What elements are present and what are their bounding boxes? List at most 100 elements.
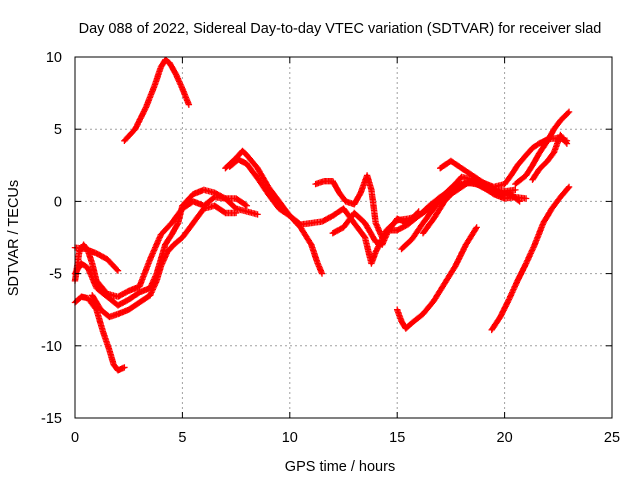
data-point-marks — [84, 294, 99, 312]
data-point-marks — [131, 105, 149, 133]
data-point-marks — [254, 175, 271, 197]
data-point-marks — [80, 241, 91, 253]
data-point-marks — [235, 156, 249, 167]
data-point-marks — [211, 202, 228, 216]
data-point-marks — [99, 328, 113, 352]
data-point — [512, 186, 519, 194]
x-tick-label: 25 — [604, 430, 620, 446]
data-point-marks — [497, 297, 512, 321]
data-point-marks — [243, 160, 260, 181]
data-point — [522, 195, 530, 202]
data-point-marks — [548, 195, 563, 212]
data-point-marks — [415, 203, 432, 219]
data-point-marks — [557, 131, 570, 146]
data-point — [232, 209, 240, 217]
data-point-marks — [529, 141, 541, 152]
data-point-marks — [106, 346, 117, 367]
data-point-marks — [179, 85, 192, 107]
series-arc-1 — [121, 56, 193, 144]
data-point-marks — [452, 242, 469, 270]
data-point-marks — [142, 84, 158, 111]
data-point-marks — [385, 216, 400, 234]
x-axis-label: GPS time / hours — [285, 459, 395, 475]
data-point-marks — [114, 297, 131, 309]
data-point-marks — [419, 216, 436, 237]
data-point-marks — [147, 232, 164, 263]
data-point-marks — [104, 256, 121, 273]
x-tick-label: 10 — [282, 430, 298, 446]
data-point — [185, 101, 193, 108]
data-point-marks — [125, 290, 142, 303]
series-arc-10 — [329, 208, 422, 248]
data-point-marks — [179, 192, 196, 209]
data-point-marks — [522, 243, 538, 267]
x-tick-label: 15 — [389, 430, 405, 446]
data-point-marks — [157, 221, 174, 238]
data-point — [565, 183, 573, 191]
data-point-marks — [93, 250, 110, 262]
data-point-marks — [441, 187, 458, 205]
y-tick-label: 10 — [46, 50, 62, 66]
data-point-marks — [544, 150, 557, 165]
data-point-marks — [458, 165, 475, 178]
data-point — [121, 364, 128, 371]
data-point-marks — [544, 127, 557, 144]
data-point-marks — [172, 71, 185, 91]
data-point-marks — [522, 163, 535, 179]
data-point-marks — [535, 158, 550, 173]
data-point — [254, 211, 261, 218]
data-point — [565, 108, 573, 116]
axis-ticks: 0 5 10 15 20 25 -15 -10 -5 0 5 10 — [41, 50, 620, 446]
data-point — [114, 267, 122, 274]
data-point-marks — [168, 221, 181, 238]
data-point-marks — [409, 311, 425, 326]
data-point — [318, 270, 326, 277]
series-arc-6 — [89, 202, 240, 321]
data-point-marks — [557, 184, 572, 201]
data-point-marks — [402, 320, 415, 332]
series-arc-12 — [419, 179, 523, 237]
data-point-marks — [361, 219, 379, 244]
data-point-marks — [78, 260, 90, 271]
data-point-marks — [351, 209, 368, 226]
data-point-marks — [529, 151, 542, 169]
data-point-marks — [329, 178, 342, 195]
data-point — [415, 208, 422, 215]
data-point — [563, 140, 571, 147]
data-point-marks — [239, 147, 249, 158]
data-point-marks — [419, 206, 436, 227]
data-point-marks — [336, 189, 348, 204]
data-point-marks — [166, 59, 179, 77]
data-point-marks — [535, 138, 550, 157]
data-point-marks — [447, 157, 464, 171]
data-point-marks — [114, 288, 131, 300]
data-point-marks — [462, 225, 479, 248]
data-point-marks — [340, 211, 357, 231]
plot-frame — [74, 56, 613, 419]
data-point-marks — [232, 195, 249, 209]
data-point-marks — [89, 260, 100, 283]
data-point-marks — [254, 165, 271, 189]
chart-title: Day 088 of 2022, Sidereal Day-to-day VTE… — [79, 21, 602, 37]
data-point-marks — [505, 279, 520, 303]
x-tick-label: 5 — [178, 430, 186, 446]
y-axis-label: SDTVAR / TECUs — [6, 180, 22, 296]
x-tick-label: 0 — [71, 430, 79, 446]
data-point-marks — [529, 167, 542, 183]
data-point-marks — [84, 264, 100, 290]
data-point-marks — [550, 118, 563, 133]
data-point-marks — [419, 299, 436, 318]
data-point — [243, 202, 251, 209]
data-point-marks — [243, 152, 260, 171]
data-point-marks — [557, 109, 572, 124]
y-tick-label: -15 — [41, 411, 62, 427]
data-point-marks — [265, 183, 282, 204]
data-point-marks — [473, 180, 490, 193]
data-point-marks — [505, 189, 522, 204]
data-point-marks — [379, 228, 392, 248]
data-point-marks — [430, 199, 447, 222]
data-point-marks — [531, 221, 546, 248]
data-point-marks — [151, 65, 164, 90]
data-point-marks — [430, 192, 447, 212]
data-point-marks — [404, 209, 421, 227]
